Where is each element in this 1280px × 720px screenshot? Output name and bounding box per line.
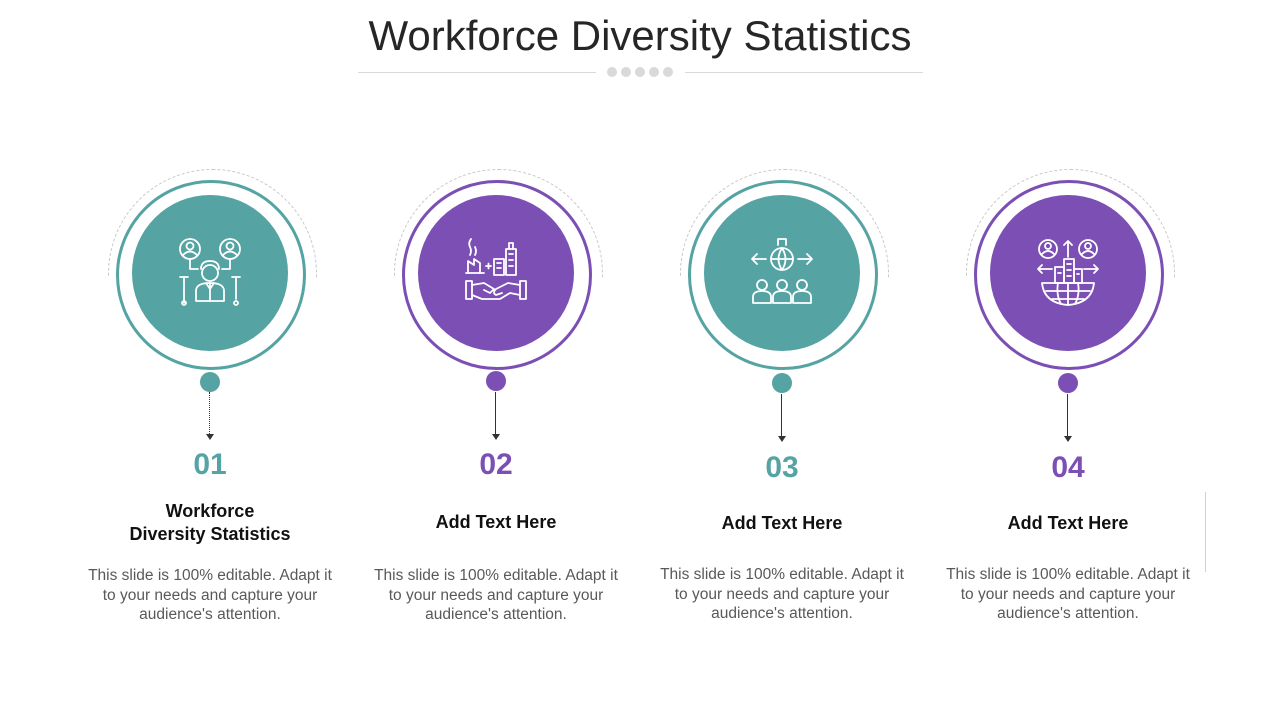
arrow-down-icon: [206, 434, 214, 440]
workforce-network-icon: [179, 238, 241, 306]
slide-title: Workforce Diversity Statistics: [368, 12, 912, 59]
step-4: 04 Add Text Here This slide is 100% edit…: [925, 0, 1211, 720]
step-number: 01: [193, 448, 227, 481]
title-rule-left: [358, 72, 596, 73]
title-divider-dots: [607, 66, 673, 78]
step-heading-line-2: Diversity Statistics: [129, 524, 291, 544]
global-team-icon: [751, 238, 813, 304]
outer-ring: [688, 180, 878, 370]
connector-line: [1067, 394, 1068, 440]
step-heading: Add Text Here: [1007, 513, 1129, 533]
timeline-node: [200, 372, 220, 392]
step-1: 01 Workforce Diversity Statistics This s…: [67, 0, 353, 720]
connector-line: [209, 392, 210, 438]
arrow-down-icon: [1064, 436, 1072, 442]
icon-disc: [132, 195, 288, 351]
step-number: 02: [479, 448, 513, 481]
icon-disc: [990, 195, 1146, 351]
step-description: This slide is 100% editable. Adapt it to…: [88, 567, 332, 623]
global-business-exchange-icon: [1037, 239, 1099, 306]
icon-disc: [704, 195, 860, 351]
step-number: 03: [765, 451, 799, 484]
step-number: 04: [1051, 451, 1085, 484]
step-description: This slide is 100% editable. Adapt it to…: [946, 566, 1190, 622]
timeline-node: [772, 373, 792, 393]
timeline-node: [486, 371, 506, 391]
outer-ring: [974, 180, 1164, 370]
step-heading: Workforce Diversity Statistics: [67, 500, 353, 546]
arrow-down-icon: [492, 434, 500, 440]
step-description: This slide is 100% editable. Adapt it to…: [374, 567, 618, 623]
business-handshake-icon: [465, 238, 527, 300]
timeline-node: [1058, 373, 1078, 393]
outer-ring: [402, 180, 592, 370]
title-rule-right: [685, 72, 923, 73]
outer-ring: [116, 180, 306, 370]
connector-line: [781, 394, 782, 440]
step-heading: Add Text Here: [721, 513, 843, 533]
arrow-down-icon: [778, 436, 786, 442]
slide-edge-line: [1205, 492, 1206, 572]
connector-line: [495, 392, 496, 438]
step-2: 02 Add Text Here This slide is 100% edit…: [353, 0, 639, 720]
step-3: 03 Add Text Here This slide is 100% edit…: [639, 0, 925, 720]
step-heading: Add Text Here: [435, 512, 557, 532]
step-heading-line-1: Workforce: [165, 501, 255, 521]
icon-disc: [418, 195, 574, 351]
step-description: This slide is 100% editable. Adapt it to…: [660, 566, 904, 622]
